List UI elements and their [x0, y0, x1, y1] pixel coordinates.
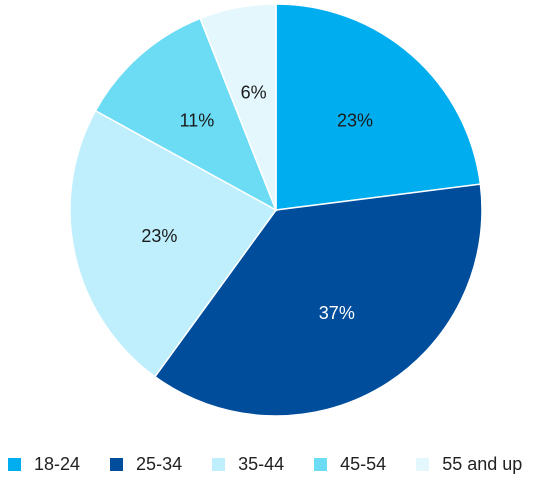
pie-slice-18-24: [275, 3, 482, 211]
legend-swatch-45-54: [314, 457, 328, 471]
slice-label-25-34: 37%: [319, 303, 355, 323]
slice-label-18-24: 23%: [337, 110, 373, 130]
legend-swatch-35-44: [212, 457, 226, 471]
legend-item-18-24: 18-24: [8, 454, 80, 475]
slice-label-35-44: 23%: [141, 226, 177, 246]
legend-item-25-34: 25-34: [110, 454, 182, 475]
pie-slices: [69, 3, 483, 417]
pie-slice-45-54: [94, 17, 278, 212]
pie-slice-55-and-up: [199, 3, 277, 211]
legend-label-45-54: 45-54: [340, 453, 387, 474]
legend-item-45-54: 45-54: [314, 454, 386, 475]
legend-swatch-25-34: [110, 457, 124, 471]
slice-label-45-54: 11%: [180, 110, 215, 130]
pie-slice-25-34: [153, 183, 483, 417]
legend-label-35-44: 35-44: [238, 453, 285, 474]
legend-item-55-and-up: 55 and up: [416, 454, 522, 475]
legend-swatch-18-24: [8, 457, 21, 471]
legend-label-18-24: 18-24: [34, 453, 81, 474]
pie-slice-35-44: [69, 109, 278, 378]
legend-label-55-and-up: 55 and up: [442, 453, 523, 474]
legend-swatch-55-and-up: [416, 457, 430, 471]
legend-label-25-34: 25-34: [136, 453, 183, 474]
pie-labels: 23% 37% 23% 11% 6%: [141, 83, 373, 323]
pie-chart: 23% 37% 23% 11% 6%: [69, 3, 483, 417]
slice-label-55-and-up: 6%: [241, 83, 267, 103]
legend: 18-24 25-34 35-44 45-54 55 and up: [8, 452, 548, 476]
legend-item-35-44: 35-44: [212, 454, 284, 475]
